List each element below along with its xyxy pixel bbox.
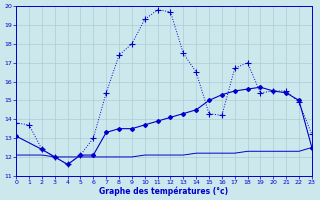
X-axis label: Graphe des températures (°c): Graphe des températures (°c) xyxy=(100,186,228,196)
